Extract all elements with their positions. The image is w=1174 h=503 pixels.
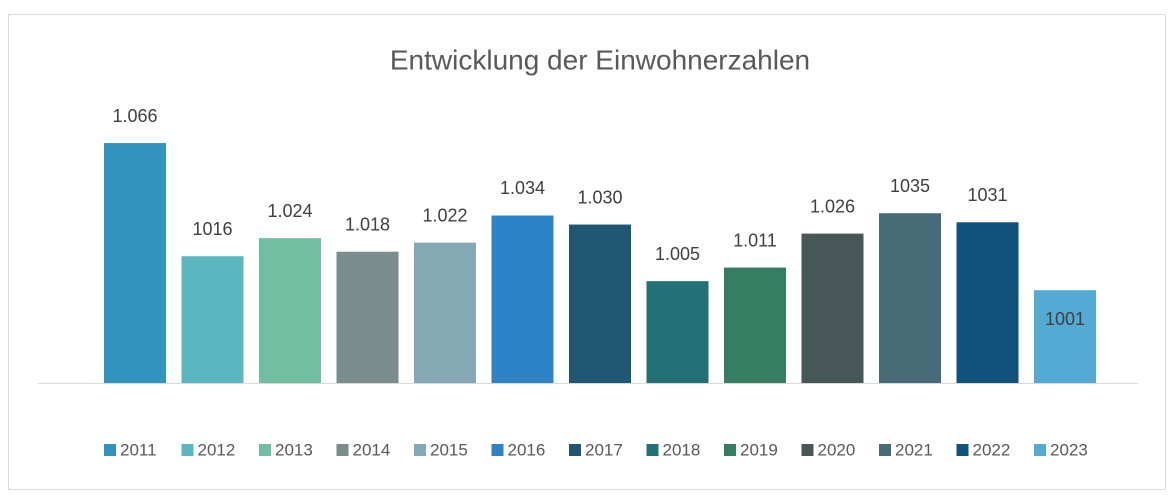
data-label: 1.026 <box>810 196 855 216</box>
legend-label: 2011 <box>120 440 157 459</box>
legend-swatch <box>879 444 891 456</box>
legend-swatch <box>414 444 426 456</box>
legend-label: 2022 <box>973 440 1011 459</box>
legend-swatch <box>569 444 581 456</box>
data-label: 1016 <box>192 219 232 239</box>
data-label: 1001 <box>1045 309 1085 329</box>
legend-swatch <box>956 444 969 456</box>
bar <box>414 242 476 383</box>
legend-swatch <box>491 444 504 456</box>
data-label: 1.066 <box>112 106 157 126</box>
bar <box>646 281 709 383</box>
bar <box>879 213 941 383</box>
legend-label: 2018 <box>663 440 701 459</box>
legend-label: 2021 <box>895 440 933 459</box>
bar <box>1034 290 1096 383</box>
legend-label: 2019 <box>740 440 778 459</box>
data-label: 1031 <box>967 185 1007 205</box>
bar <box>104 143 166 383</box>
bar <box>724 267 786 383</box>
legend-swatch <box>104 444 116 456</box>
bar <box>259 238 321 383</box>
legend-label: 2014 <box>353 440 391 459</box>
legend-swatch <box>646 444 659 456</box>
legend-label: 2016 <box>508 440 546 459</box>
data-label: 1.005 <box>655 244 700 264</box>
data-label: 1.018 <box>345 214 390 234</box>
data-label: 1035 <box>890 176 930 196</box>
bar <box>569 224 631 383</box>
legend-swatch <box>336 444 349 456</box>
data-label: 1.022 <box>422 205 467 225</box>
legend-label: 2012 <box>198 440 236 459</box>
bar <box>956 222 1019 383</box>
legend-label: 2013 <box>275 440 313 459</box>
legend-swatch <box>259 444 271 456</box>
bar <box>336 251 399 383</box>
legend-swatch <box>181 444 194 456</box>
legend-swatch <box>1034 444 1046 456</box>
legend-label: 2015 <box>430 440 468 459</box>
data-label: 1.024 <box>267 201 312 221</box>
legend-swatch <box>724 444 736 456</box>
data-label: 1.011 <box>733 230 777 250</box>
bar <box>491 215 554 383</box>
legend-label: 2023 <box>1050 440 1088 459</box>
legend-label: 2020 <box>818 440 856 459</box>
data-label: 1.030 <box>577 187 622 207</box>
chart-title: Entwicklung der Einwohnerzahlen <box>390 44 810 75</box>
data-label: 1.034 <box>500 178 545 198</box>
legend-label: 2017 <box>585 440 623 459</box>
bar <box>181 256 244 383</box>
bar <box>801 233 864 383</box>
legend-swatch <box>801 444 814 456</box>
